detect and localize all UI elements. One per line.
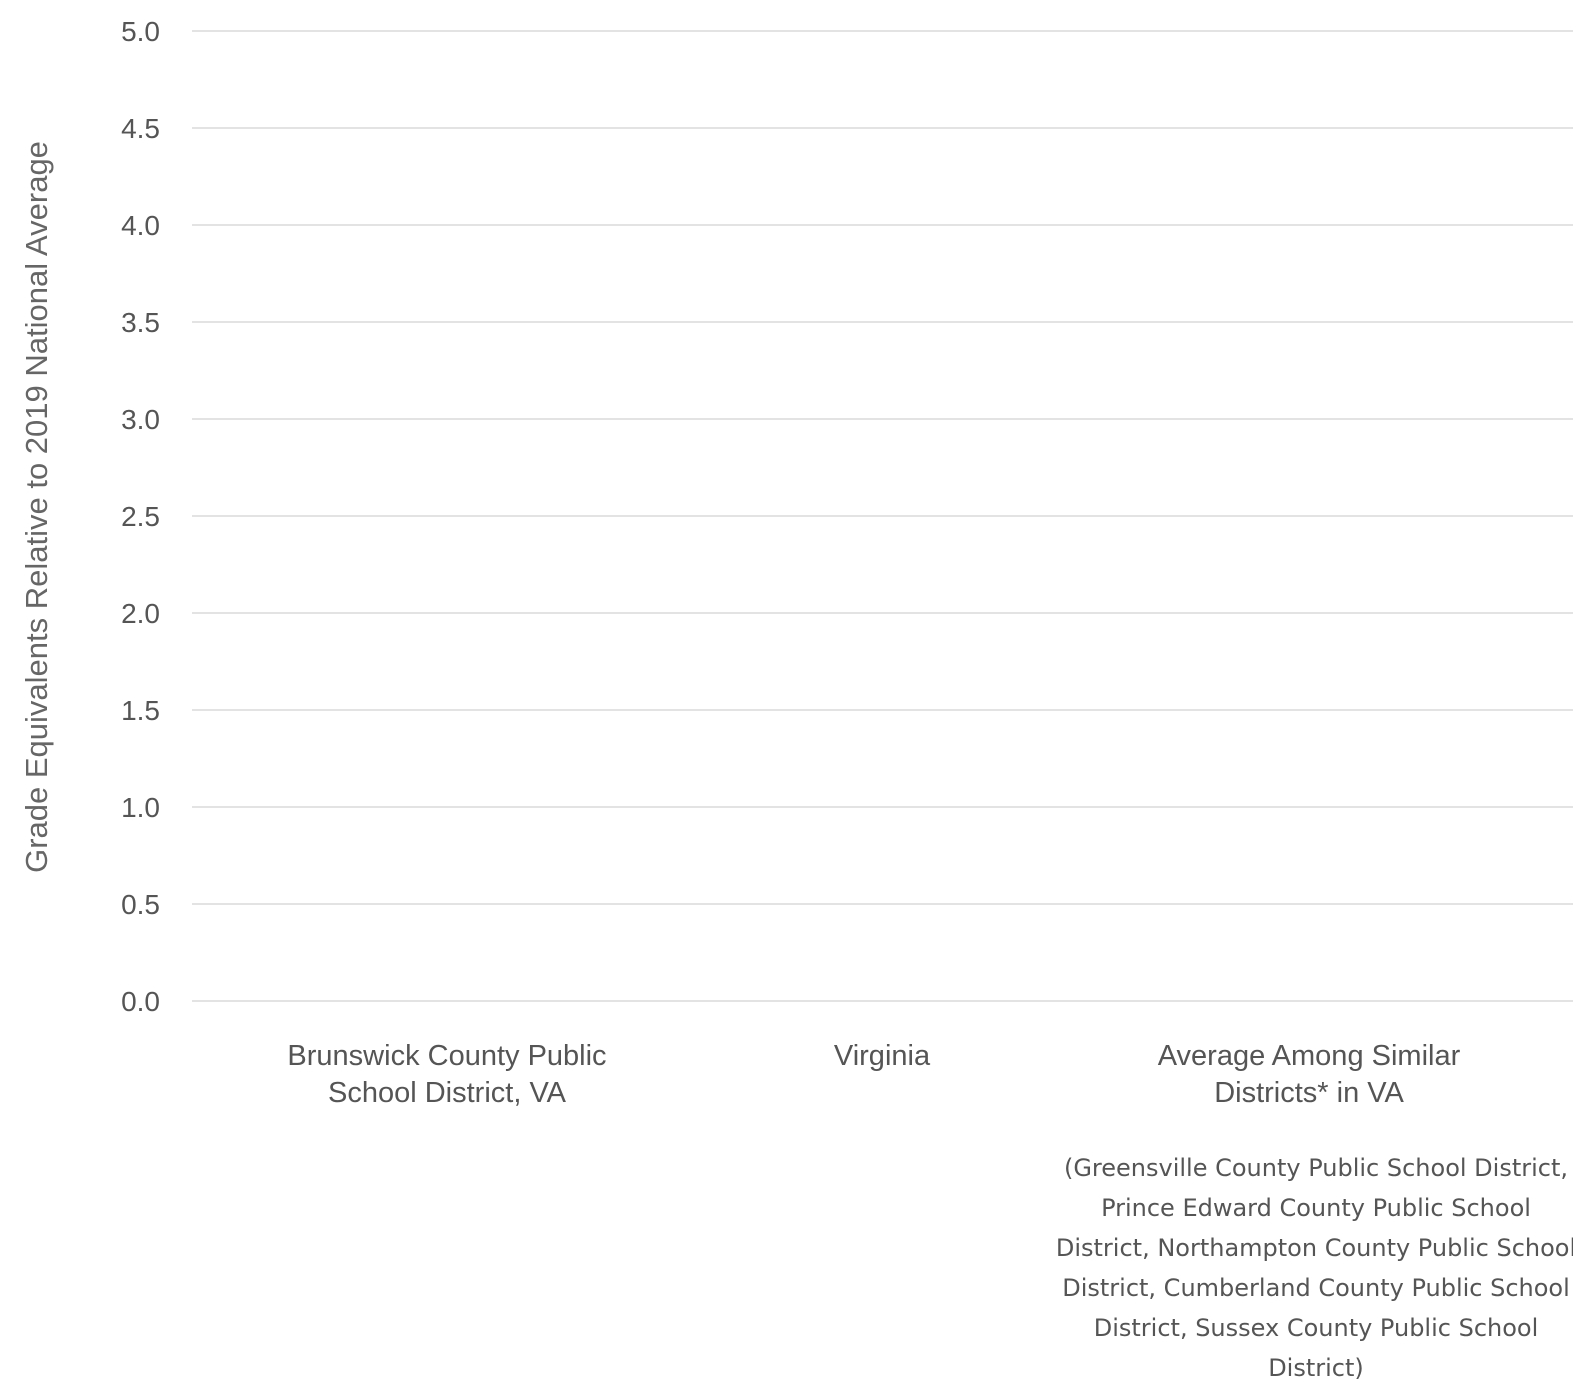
y-tick-label: 4.5 xyxy=(121,113,160,144)
y-tick-label: 3.5 xyxy=(121,307,160,338)
y-tick-label: 2.0 xyxy=(121,598,160,629)
category-note-line: Prince Edward County Public School xyxy=(1101,1194,1531,1222)
category-labels: Brunswick County Public School District, … xyxy=(287,1040,1460,1109)
y-tick-label: 4.0 xyxy=(121,210,160,241)
category-note: (Greensville County Public School Distri… xyxy=(1056,1154,1573,1382)
x-category-label: Brunswick County Public xyxy=(287,1040,606,1072)
x-category-label: Districts* in VA xyxy=(1214,1077,1404,1109)
y-tick-label: 3.0 xyxy=(121,404,160,435)
y-tick-labels: 0.0 0.5 1.0 1.5 2.0 2.5 3.0 3.5 4.0 4.5 5.0 xyxy=(121,16,160,1017)
category-note-line: District, Cumberland County Public Schoo… xyxy=(1062,1274,1570,1302)
category-note-line: (Greensville County Public School Distri… xyxy=(1064,1154,1568,1182)
y-axis-title: Grade Equivalents Relative to 2019 Natio… xyxy=(19,141,54,873)
y-tick-label: 5.0 xyxy=(121,16,160,47)
gridlines xyxy=(192,30,1573,1002)
x-category-label: Virginia xyxy=(834,1040,931,1072)
x-category-label: School District, VA xyxy=(328,1077,567,1109)
y-tick-label: 0.5 xyxy=(121,889,160,920)
x-category-label: Average Among Similar xyxy=(1158,1040,1461,1072)
y-tick-label: 1.5 xyxy=(121,695,160,726)
y-tick-label: 0.0 xyxy=(121,986,160,1017)
y-tick-label: 2.5 xyxy=(121,501,160,532)
y-tick-label: 1.0 xyxy=(121,792,160,823)
category-note-line: District) xyxy=(1268,1354,1364,1382)
category-note-line: District, Sussex County Public School xyxy=(1094,1314,1539,1342)
category-note-line: District, Northampton County Public Scho… xyxy=(1056,1234,1573,1262)
